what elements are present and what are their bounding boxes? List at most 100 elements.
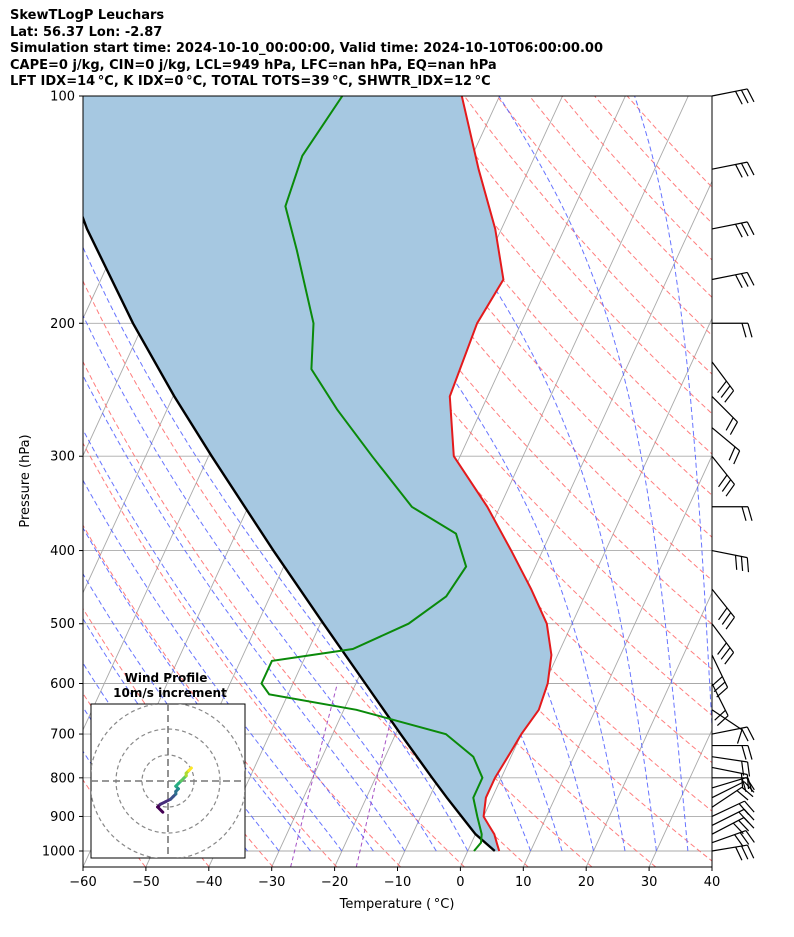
y-tick-label: 500 bbox=[50, 617, 75, 632]
wind-barb bbox=[711, 683, 729, 726]
wind-barb-flag bbox=[743, 781, 755, 793]
wind-barb bbox=[711, 766, 750, 790]
wind-barb bbox=[711, 361, 735, 403]
profile-lines bbox=[83, 96, 553, 852]
x-tick-label: 20 bbox=[578, 875, 595, 890]
mixing-ratio-line bbox=[355, 683, 401, 867]
wind-barb-flag bbox=[735, 164, 743, 178]
wind-barb bbox=[712, 777, 753, 792]
wind-barb bbox=[711, 623, 735, 665]
wind-barb-flag bbox=[735, 223, 743, 238]
wind-barb-flag bbox=[729, 421, 738, 435]
wind-barb-flag bbox=[735, 274, 743, 289]
wind-barb bbox=[711, 88, 755, 105]
wind-barb-shaft bbox=[711, 683, 729, 716]
wind-barb bbox=[711, 271, 755, 289]
wind-barb-flag bbox=[713, 681, 726, 693]
wind-barb-flag bbox=[718, 607, 728, 621]
x-tick-label: 40 bbox=[704, 875, 721, 890]
wind-barb-flag bbox=[740, 773, 744, 788]
wind-barb-flag bbox=[741, 777, 747, 792]
moist-adiabat bbox=[83, 374, 406, 852]
x-tick-label: −30 bbox=[258, 875, 285, 890]
hodograph-segment bbox=[187, 766, 193, 773]
wind-barb-flag bbox=[747, 777, 753, 792]
wind-barb-flag bbox=[720, 385, 731, 398]
wind-barb-flag bbox=[747, 506, 753, 521]
isotherm-line bbox=[711, 865, 712, 867]
hodograph-subtitle: 10m/s increment bbox=[113, 686, 227, 700]
wind-barb bbox=[711, 549, 750, 573]
x-tick-label: −60 bbox=[69, 875, 96, 890]
wind-barb-shaft bbox=[711, 709, 743, 731]
x-tick-label: 0 bbox=[456, 875, 464, 890]
wind-barb-flag bbox=[746, 161, 755, 176]
x-tick-label: −50 bbox=[132, 875, 159, 890]
dry-adiabat bbox=[203, 96, 712, 717]
wind-barb-flag bbox=[725, 483, 735, 497]
temperature-line bbox=[448, 96, 553, 852]
indices-line-2: LFT IDX=14 °C, K IDX=0 °C, TOTAL TOTS=39… bbox=[10, 74, 491, 89]
wind-barb-shaft bbox=[711, 777, 747, 789]
wind-barb-flag bbox=[747, 761, 751, 777]
wind-barb bbox=[711, 396, 738, 435]
wind-barb bbox=[712, 744, 753, 760]
wind-barb bbox=[711, 800, 755, 817]
wind-barb bbox=[711, 709, 743, 744]
moist-adiabat bbox=[498, 96, 689, 852]
wind-barb bbox=[711, 654, 729, 698]
y-tick-label: 300 bbox=[50, 450, 75, 465]
wind-barb-flag bbox=[740, 273, 749, 287]
wind-barb-flag bbox=[741, 845, 749, 860]
dry-adiabat bbox=[529, 96, 712, 299]
hodograph-body bbox=[91, 704, 245, 858]
x-axis-label: Temperature ( °C) bbox=[339, 897, 455, 912]
y-tick-label: 1000 bbox=[42, 845, 75, 860]
wind-barb-flag bbox=[741, 323, 747, 338]
y-tick-label: 700 bbox=[50, 728, 75, 743]
wind-barb-flag bbox=[741, 761, 745, 776]
wind-barb bbox=[711, 756, 751, 777]
wind-barb-flag bbox=[724, 652, 735, 665]
x-tick-label: −20 bbox=[321, 875, 348, 890]
y-tick-label: 100 bbox=[50, 90, 75, 105]
wind-barb-flag bbox=[734, 555, 738, 570]
wind-barb-flag bbox=[746, 88, 755, 103]
dry-adiabat bbox=[594, 96, 712, 224]
wind-barb-flag bbox=[745, 830, 755, 843]
moist-adiabat bbox=[83, 246, 469, 852]
y-tick-label: 200 bbox=[50, 317, 75, 332]
moist-adiabat bbox=[83, 479, 343, 852]
isotherm-line bbox=[585, 591, 712, 867]
y-tick-label: 400 bbox=[50, 544, 75, 559]
dry-adiabat bbox=[561, 96, 712, 261]
wind-barb bbox=[711, 786, 754, 808]
wind-barb-flag bbox=[744, 800, 755, 813]
parcel-profile-line bbox=[83, 214, 496, 852]
wind-barb-flag bbox=[718, 474, 728, 488]
chart-title: SkewTLogP Leuchars bbox=[10, 8, 165, 23]
wind-barb-flag bbox=[746, 221, 755, 236]
isotherm-line bbox=[648, 728, 712, 867]
wind-barb-flag bbox=[747, 745, 753, 760]
parcel-area-fill bbox=[83, 96, 552, 851]
wind-barb bbox=[712, 506, 753, 521]
mixing-ratio-line bbox=[290, 683, 338, 867]
isotherm-line bbox=[334, 96, 689, 867]
wind-barb-flag bbox=[740, 89, 749, 104]
wind-barb-flag bbox=[728, 446, 736, 461]
indices-line-1: CAPE=0 j/kg, CIN=0 j/kg, LCL=949 hPa, LF… bbox=[10, 57, 497, 73]
wind-barb bbox=[711, 830, 755, 847]
wind-barb-flag bbox=[725, 616, 735, 630]
wind-barb bbox=[711, 844, 755, 861]
wind-barb-flag bbox=[740, 163, 749, 177]
wind-barb bbox=[711, 817, 755, 835]
wind-barb-flag bbox=[733, 450, 741, 465]
wind-barb-flag bbox=[736, 790, 749, 801]
wind-barb bbox=[711, 588, 735, 630]
wind-barb-flag bbox=[724, 390, 735, 403]
wind-barb bbox=[711, 455, 735, 497]
wind-barb-flag bbox=[720, 647, 731, 660]
wind-barb bbox=[711, 781, 755, 799]
